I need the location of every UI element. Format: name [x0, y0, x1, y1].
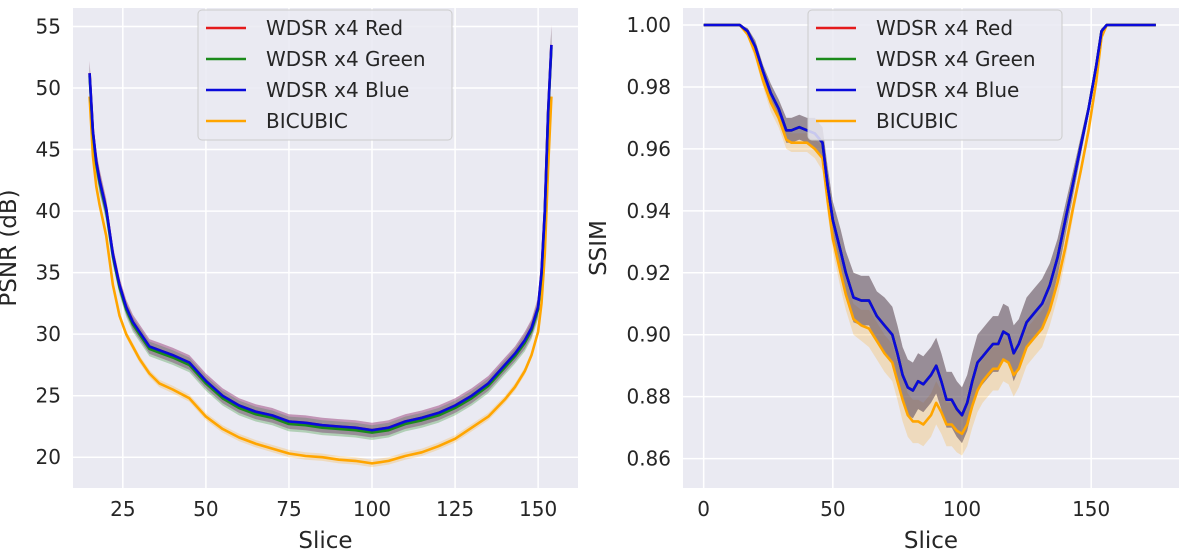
legend-label: WDSR x4 Blue: [876, 78, 1019, 102]
y-tick-label: 55: [36, 14, 61, 38]
x-tick-label: 150: [1072, 497, 1110, 521]
y-tick-label: 45: [36, 138, 61, 162]
x-axis-label: Slice: [298, 528, 352, 552]
y-tick-label: 20: [36, 445, 61, 469]
legend-label: WDSR x4 Green: [876, 47, 1036, 71]
y-tick-label: 50: [36, 76, 61, 100]
x-tick-label: 50: [820, 497, 845, 521]
x-tick-label: 50: [193, 497, 218, 521]
y-tick-label: 1.00: [626, 13, 671, 37]
y-tick-label: 40: [36, 199, 61, 223]
x-tick-label: 100: [353, 497, 391, 521]
series-line: [703, 23, 1156, 436]
legend-box: [807, 9, 1063, 141]
y-tick-label: 25: [36, 384, 61, 408]
series-line: [88, 96, 553, 465]
y-tick-label: 35: [36, 261, 61, 285]
y-axis-label: PSNR (dB): [0, 189, 22, 306]
y-tick-label: 0.92: [626, 261, 671, 285]
y-tick-label: 0.98: [626, 75, 671, 99]
legend-label: BICUBIC: [876, 109, 958, 133]
x-tick-label: 25: [110, 497, 135, 521]
y-axis-label: SSIM: [586, 220, 612, 276]
y-tick-label: 0.88: [626, 385, 671, 409]
legend: WDSR x4 Red WDSR x4 Green WDSR x4 Blue BICU…: [807, 9, 1063, 141]
y-tick-label: 0.90: [626, 323, 671, 347]
x-tick-label: 100: [943, 497, 981, 521]
psnr-chart: 25 50 75 100 125 150 20 25 30 35 40 45 50 55 Slice PSNR…: [0, 8, 578, 552]
x-tick-label: 125: [436, 497, 474, 521]
ssim-chart: 0 50 100 150 0.86 0.88 0.90 0.92 0.94 0.96 0.98 1.0…: [586, 8, 1179, 552]
series-layer: [88, 25, 553, 468]
x-axis-label: Slice: [904, 528, 958, 552]
x-tick-label: 0: [697, 497, 710, 521]
legend-label: WDSR x4 Red: [266, 16, 403, 40]
confidence-band: [703, 25, 1156, 456]
x-tick-label: 75: [276, 497, 301, 521]
x-tick-label: 150: [519, 497, 557, 521]
legend-label: WDSR x4 Blue: [266, 78, 409, 102]
y-tick-label: 0.94: [626, 199, 671, 223]
series-line: [88, 44, 553, 432]
legend-label: WDSR x4 Red: [876, 16, 1013, 40]
legend-box: [197, 9, 453, 141]
y-tick-label: 30: [36, 322, 61, 346]
legend: WDSR x4 Red WDSR x4 Green WDSR x4 Blue BICU…: [197, 9, 453, 141]
legend-label: WDSR x4 Green: [266, 47, 426, 71]
series-line: [703, 23, 1156, 417]
legend-label: BICUBIC: [266, 109, 348, 133]
y-tick-label: 0.96: [626, 137, 671, 161]
y-tick-label: 0.86: [626, 447, 671, 471]
